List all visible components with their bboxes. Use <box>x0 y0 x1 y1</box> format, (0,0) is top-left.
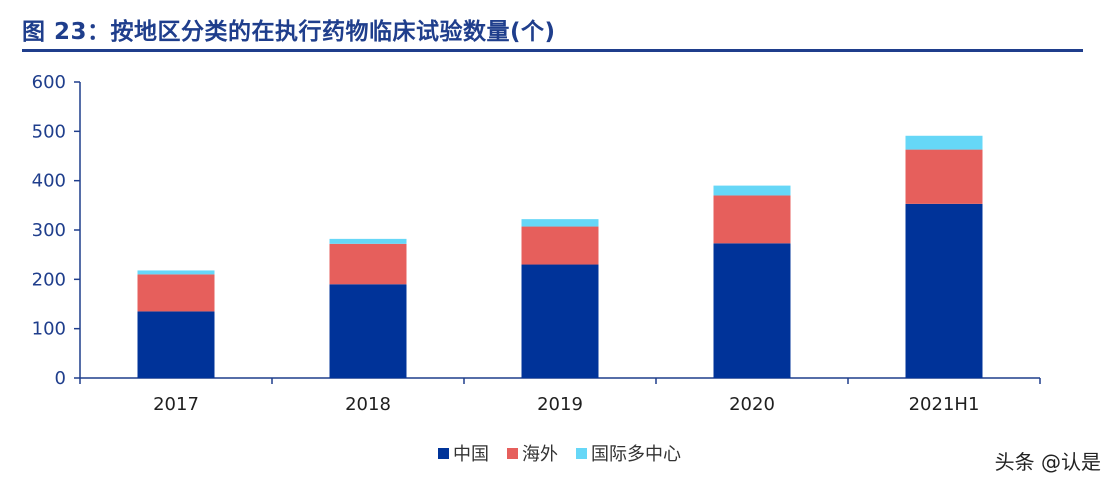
bar-1-2018 <box>329 243 407 285</box>
legend-swatch <box>438 447 449 459</box>
legend-item: 国际多中心 <box>576 440 681 466</box>
x-tick-label: 2018 <box>345 394 391 415</box>
bar-2-2021H1 <box>905 135 983 150</box>
legend-label: 国际多中心 <box>591 444 681 465</box>
y-tick-label: 500 <box>32 121 66 142</box>
x-tick-label: 2021H1 <box>909 394 980 415</box>
bar-1-2021H1 <box>905 149 983 204</box>
y-tick-label: 400 <box>32 171 66 192</box>
legend-item: 中国 <box>438 440 489 466</box>
watermark: 头条 @认是 <box>994 450 1101 474</box>
y-tick-label: 0 <box>55 368 66 389</box>
title-underline <box>22 49 1083 52</box>
x-tick-label: 2020 <box>729 394 775 415</box>
bar-2-2019 <box>521 219 599 227</box>
bar-0-2021H1 <box>905 203 983 378</box>
bar-0-2018 <box>329 284 407 378</box>
chart-legend: 中国 海外 国际多中心 <box>0 440 1119 466</box>
bar-1-2017 <box>137 274 215 312</box>
bar-0-2017 <box>137 311 215 378</box>
bar-2-2017 <box>137 270 215 275</box>
y-tick-label: 600 <box>32 72 66 93</box>
bar-0-2019 <box>521 264 599 378</box>
legend-swatch <box>576 447 587 459</box>
bar-0-2020 <box>713 243 791 378</box>
y-tick-label: 200 <box>32 269 66 290</box>
legend-item: 海外 <box>507 440 558 466</box>
y-tick-label: 100 <box>32 319 66 340</box>
bar-2-2018 <box>329 238 407 244</box>
bar-2-2020 <box>713 185 791 196</box>
legend-label: 中国 <box>453 444 489 465</box>
bar-1-2019 <box>521 226 599 265</box>
x-tick-label: 2017 <box>153 394 199 415</box>
legend-label: 海外 <box>522 444 558 465</box>
stacked-bar-chart: 0 100 200 300 400 500 600 2017 2018 2019 2020 2021H… <box>32 72 1041 415</box>
y-tick-label: 300 <box>32 220 66 241</box>
chart-title: 图 23：按地区分类的在执行药物临床试验数量(个) <box>22 19 556 45</box>
x-tick-label: 2019 <box>537 394 583 415</box>
bar-1-2020 <box>713 195 791 244</box>
legend-swatch <box>507 447 518 459</box>
